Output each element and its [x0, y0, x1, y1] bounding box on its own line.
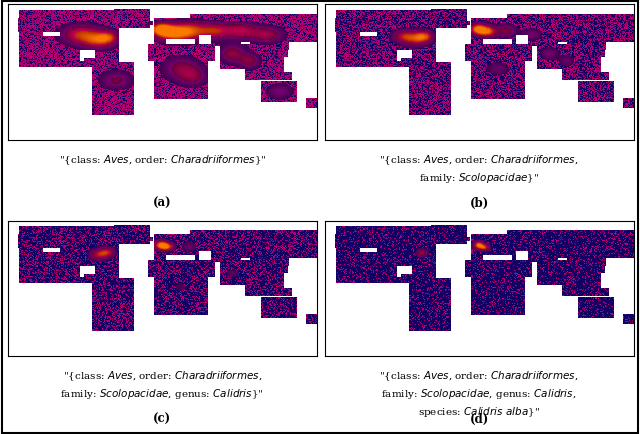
- Text: (b): (b): [469, 197, 489, 210]
- Text: "{class: $\it{Aves}$, order: $\it{Charadriiformes}$,
family: $\it{Scolopacidae}$: "{class: $\it{Aves}$, order: $\it{Charad…: [380, 153, 579, 184]
- Text: "{class: $\it{Aves}$, order: $\it{Charadriiformes}$,
family: $\it{Scolopacidae}$: "{class: $\it{Aves}$, order: $\it{Charad…: [60, 369, 264, 401]
- Text: "{class: $\it{Aves}$, order: $\it{Charadriiformes}$}": "{class: $\it{Aves}$, order: $\it{Charad…: [58, 153, 266, 167]
- Text: "{class: $\it{Aves}$, order: $\it{Charadriiformes}$,
family: $\it{Scolopacidae}$: "{class: $\it{Aves}$, order: $\it{Charad…: [380, 369, 579, 419]
- Text: (a): (a): [153, 197, 172, 210]
- Text: (c): (c): [153, 413, 172, 426]
- Text: (d): (d): [469, 413, 489, 426]
